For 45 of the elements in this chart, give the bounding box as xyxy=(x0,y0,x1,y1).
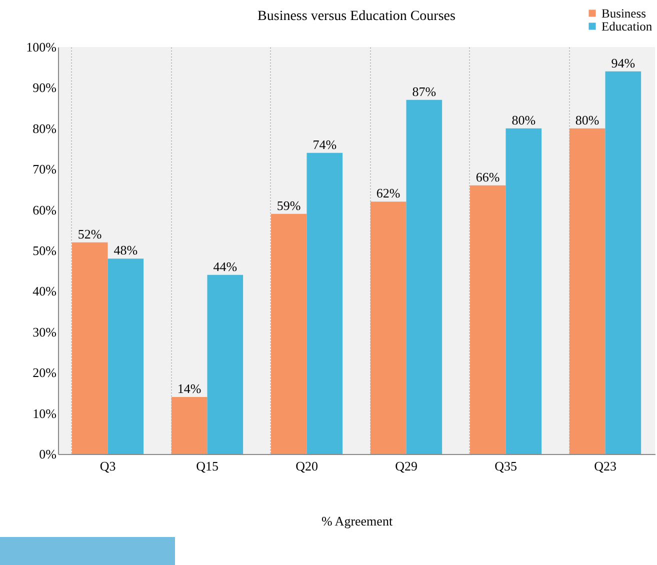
x-tick-label: Q23 xyxy=(594,458,616,474)
data-label: 80% xyxy=(512,112,536,128)
data-label: 66% xyxy=(476,169,500,184)
y-tick-label: 70% xyxy=(32,162,57,177)
x-tick-label: Q3 xyxy=(100,458,116,474)
x-tick-label: Q29 xyxy=(395,458,418,474)
bar xyxy=(72,242,108,454)
bar xyxy=(569,128,606,454)
data-label: 87% xyxy=(412,84,436,99)
bar xyxy=(306,152,343,454)
legend-label: Business xyxy=(602,6,646,20)
bar xyxy=(470,185,506,454)
y-tick-label: 20% xyxy=(32,365,57,380)
bar xyxy=(506,128,542,454)
y-tick-label: 60% xyxy=(32,202,57,218)
bar xyxy=(108,258,144,454)
data-label: 52% xyxy=(78,226,102,242)
bar xyxy=(171,397,208,454)
data-label: 59% xyxy=(276,198,301,213)
bar xyxy=(270,214,307,454)
legend-label: Education xyxy=(602,19,653,34)
x-axis-title: % Agreement xyxy=(321,514,393,528)
bar xyxy=(207,274,244,454)
bar xyxy=(370,202,406,454)
y-tick-label: 30% xyxy=(32,324,57,340)
data-label: 74% xyxy=(312,136,337,152)
data-label: 80% xyxy=(575,112,600,128)
y-tick-label: 80% xyxy=(32,120,57,136)
data-label: 94% xyxy=(611,55,636,70)
data-label: 14% xyxy=(177,381,202,396)
data-label: 62% xyxy=(376,186,400,201)
data-label: 44% xyxy=(213,258,238,274)
y-tick-label: 90% xyxy=(32,80,57,96)
bar xyxy=(605,71,642,454)
x-tick-label: Q20 xyxy=(296,458,318,474)
y-tick-label: 40% xyxy=(32,284,57,299)
x-tick-label: Q15 xyxy=(196,458,218,474)
y-tick-label: 10% xyxy=(32,406,57,421)
y-tick-label: 100% xyxy=(26,40,57,54)
data-label: 48% xyxy=(114,242,138,258)
y-tick-label: 0% xyxy=(39,446,57,462)
x-tick-label: Q35 xyxy=(494,458,517,474)
y-tick-label: 50% xyxy=(32,243,57,258)
chart-title: Business versus Education Courses xyxy=(258,9,456,24)
bar xyxy=(406,100,442,454)
